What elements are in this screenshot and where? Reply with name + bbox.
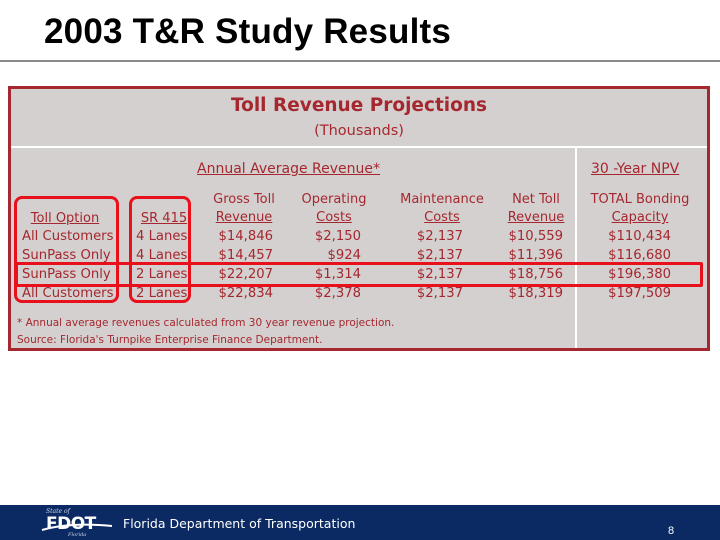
cell-net: $10,559 bbox=[508, 229, 563, 244]
cell-operating: $2,150 bbox=[314, 229, 361, 244]
header-bonding-line1: TOTAL Bonding bbox=[590, 192, 690, 207]
header-toll-option-label: Toll Option bbox=[30, 211, 100, 226]
table-source: Source: Florida's Turnpike Enterprise Fi… bbox=[17, 334, 323, 346]
cell-option: All Customers bbox=[22, 229, 114, 244]
table-footnote: * Annual average revenues calculated fro… bbox=[17, 317, 395, 329]
footer-org-name: Florida Department of Transportation bbox=[123, 516, 356, 531]
cell-gross: $14,457 bbox=[218, 248, 273, 263]
slide-title: 2003 T&R Study Results bbox=[44, 12, 452, 51]
header-maintenance-costs: Maintenance Costs bbox=[393, 191, 491, 227]
cell-operating: $2,378 bbox=[314, 286, 361, 301]
cell-sr415: 2 Lanes bbox=[136, 286, 188, 301]
header-maintenance-line1: Maintenance bbox=[400, 192, 484, 207]
cell-gross: $22,834 bbox=[218, 286, 273, 301]
table-title: Toll Revenue Projections bbox=[230, 95, 488, 116]
header-operating-line1: Operating bbox=[301, 192, 367, 207]
cell-option: All Customers bbox=[22, 286, 114, 301]
footer-bar: State of FDOT Florida Florida Department… bbox=[0, 505, 720, 540]
title-divider bbox=[0, 60, 720, 62]
cell-maintenance: $2,137 bbox=[416, 248, 463, 263]
header-net-line1: Net Toll bbox=[512, 192, 560, 207]
npv-column-divider bbox=[575, 148, 577, 348]
table-subtitle: (Thousands) bbox=[314, 123, 404, 139]
cell-bonding: $197,509 bbox=[608, 286, 671, 301]
cell-sr415: 2 Lanes bbox=[136, 267, 188, 282]
page-number: 8 bbox=[668, 525, 675, 537]
header-bonding-capacity: TOTAL Bonding Capacity bbox=[579, 191, 701, 227]
header-gross-toll-revenue: Gross Toll Revenue bbox=[207, 191, 281, 227]
header-divider bbox=[11, 146, 707, 148]
cell-option: SunPass Only bbox=[22, 267, 111, 282]
cell-net: $18,319 bbox=[508, 286, 563, 301]
header-bonding-line2: Capacity bbox=[611, 210, 669, 225]
logo-bottom-text: Florida bbox=[68, 532, 87, 538]
cell-sr415: 4 Lanes bbox=[136, 248, 188, 263]
header-gross-line2: Revenue bbox=[215, 210, 273, 225]
header-net-line2: Revenue bbox=[507, 210, 565, 225]
header-gross-line1: Gross Toll bbox=[213, 192, 275, 207]
cell-operating: $924 bbox=[327, 248, 361, 263]
cell-maintenance: $2,137 bbox=[416, 286, 463, 301]
cell-operating: $1,314 bbox=[314, 267, 361, 282]
logo-main-text: FDOT bbox=[46, 514, 96, 534]
toll-revenue-table: Toll Revenue Projections (Thousands) Ann… bbox=[8, 86, 710, 351]
cell-sr415: 4 Lanes bbox=[136, 229, 188, 244]
section-30-year-npv: 30 -Year NPV bbox=[591, 161, 680, 177]
cell-net: $11,396 bbox=[508, 248, 563, 263]
header-maintenance-line2: Costs bbox=[424, 210, 460, 225]
cell-gross: $22,207 bbox=[218, 267, 273, 282]
header-sr415: SR 415 bbox=[134, 210, 194, 228]
header-sr415-label: SR 415 bbox=[140, 211, 188, 226]
header-toll-option: Toll Option bbox=[17, 210, 113, 228]
section-annual-average: Annual Average Revenue* bbox=[197, 161, 381, 177]
header-operating-line2: Costs bbox=[316, 210, 352, 225]
header-net-toll-revenue: Net Toll Revenue bbox=[498, 191, 574, 227]
cell-bonding: $196,380 bbox=[608, 267, 671, 282]
cell-net: $18,756 bbox=[508, 267, 563, 282]
cell-option: SunPass Only bbox=[22, 248, 111, 263]
logo-top-text: State of bbox=[46, 508, 70, 515]
cell-maintenance: $2,137 bbox=[416, 229, 463, 244]
logo-swoosh-icon bbox=[41, 523, 113, 531]
fdot-logo: State of FDOT Florida bbox=[40, 508, 116, 538]
cell-maintenance: $2,137 bbox=[416, 267, 463, 282]
header-operating-costs: Operating Costs bbox=[296, 191, 372, 227]
cell-gross: $14,846 bbox=[218, 229, 273, 244]
cell-bonding: $116,680 bbox=[608, 248, 671, 263]
cell-bonding: $110,434 bbox=[608, 229, 671, 244]
